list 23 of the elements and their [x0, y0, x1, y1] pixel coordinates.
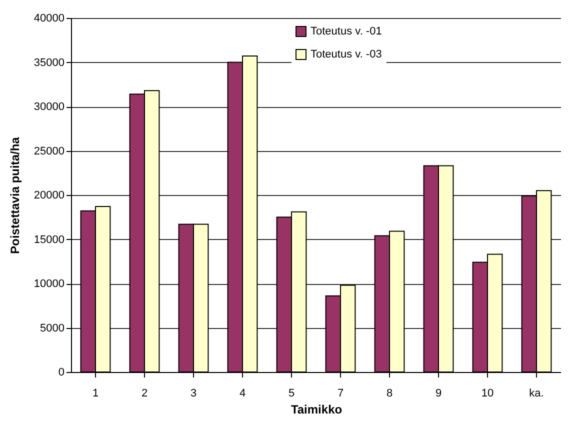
x-tick-label: ka.	[529, 388, 544, 400]
y-tick-label: 40000	[34, 12, 64, 24]
y-tick-label: 15000	[34, 234, 64, 246]
y-tick-label: 35000	[34, 56, 64, 69]
y-tick-label: 20000	[34, 190, 64, 202]
x-tick-label: 10	[481, 388, 494, 400]
x-tick-label: 4	[239, 388, 246, 400]
x-tick-label: 8	[386, 388, 393, 400]
y-tick-label: 5000	[40, 322, 64, 334]
y-tick-label: 30000	[34, 101, 64, 113]
x-tick-label: 7	[337, 388, 344, 400]
x-tick-label: 5	[288, 388, 295, 400]
y-tick-label: 25000	[34, 145, 64, 158]
x-tick-label: 2	[141, 388, 148, 400]
x-axis-title: Taimikko	[290, 402, 342, 416]
x-tick-label: 9	[435, 388, 442, 400]
legend-label: Toteutus v. -01	[310, 26, 382, 38]
x-tick-label: 3	[190, 388, 197, 400]
legend-label: Toteutus v. -03	[310, 48, 382, 60]
y-axis-title: Poistettavia puita/ha	[8, 136, 22, 254]
y-tick-label: 0	[58, 366, 64, 378]
x-tick-label: 1	[92, 388, 99, 400]
y-tick-label: 10000	[34, 278, 64, 290]
